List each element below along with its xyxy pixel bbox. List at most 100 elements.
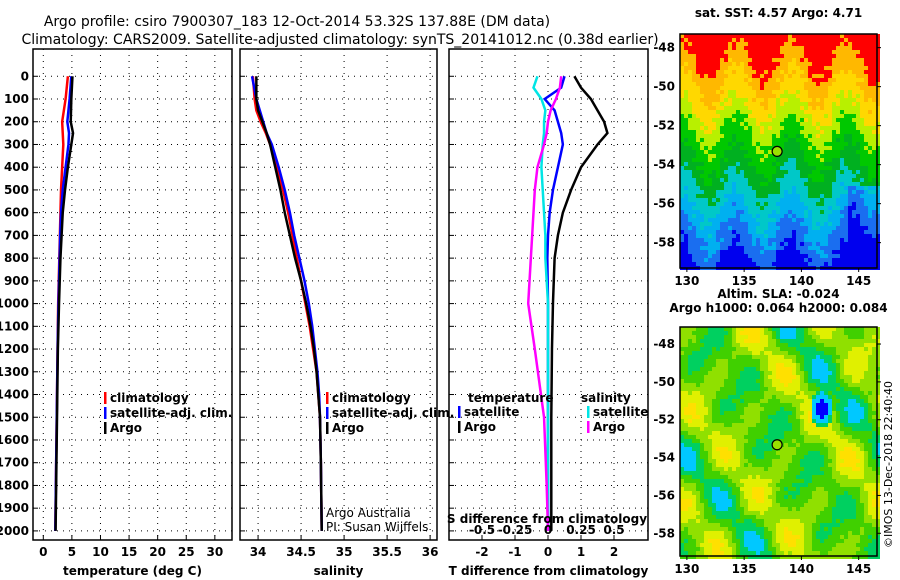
map-cell [688, 194, 692, 198]
map-cell [708, 347, 712, 351]
map-cell [840, 242, 844, 246]
map-cell [764, 415, 768, 419]
map-cell [684, 222, 688, 226]
map-cell [784, 46, 788, 50]
map-cell [696, 383, 700, 387]
map-cell [696, 34, 700, 38]
map-cell [852, 194, 856, 198]
map-cell [836, 134, 840, 138]
map-cell [696, 210, 700, 214]
map-cell [756, 158, 760, 162]
map-cell [800, 222, 804, 226]
map-cell [872, 94, 876, 98]
map-cell [708, 363, 712, 367]
map-cell [712, 262, 716, 266]
map-cell [804, 122, 808, 126]
map-cell [796, 419, 800, 423]
map-cell [860, 234, 864, 238]
map-cell [848, 206, 852, 210]
map-cell [812, 198, 816, 202]
map-cell [704, 98, 708, 102]
map-cell [840, 238, 844, 242]
map-cell [736, 234, 740, 238]
map-cell [760, 234, 764, 238]
map-cell [856, 94, 860, 98]
map-cell [832, 150, 836, 154]
map-cell [736, 94, 740, 98]
map-cell [696, 242, 700, 246]
map-cell [868, 371, 872, 375]
map-cell [860, 431, 864, 435]
map-cell [852, 70, 856, 74]
map-cell [792, 138, 796, 142]
map-cell [748, 411, 752, 415]
map-cell [684, 351, 688, 355]
map-cell [764, 459, 768, 463]
map-cell [868, 230, 872, 234]
map-cell [708, 78, 712, 82]
map-cell [700, 403, 704, 407]
map-cell [824, 146, 828, 150]
x-tick-label: 5 [68, 545, 76, 559]
map-cell [748, 154, 752, 158]
series-line-argo [54, 76, 75, 531]
map-cell [784, 70, 788, 74]
map-cell [768, 162, 772, 166]
map-cell [744, 343, 748, 347]
map-cell [716, 190, 720, 194]
map-cell [696, 262, 700, 266]
map-cell [748, 230, 752, 234]
map-cell [740, 102, 744, 106]
map-cell [852, 327, 856, 331]
map-cell [752, 142, 756, 146]
map-cell [752, 262, 756, 266]
map-cell [868, 383, 872, 387]
map-cell [832, 250, 836, 254]
map-cell [848, 355, 852, 359]
map-cell [860, 246, 864, 250]
map-cell [828, 463, 832, 467]
map-cell [696, 238, 700, 242]
map-cell [760, 134, 764, 138]
map-cell [720, 162, 724, 166]
map-cell [680, 94, 684, 98]
map-cell [832, 359, 836, 363]
map-cell [704, 343, 708, 347]
map-cell [776, 459, 780, 463]
map-cell [844, 339, 848, 343]
map-cell [688, 118, 692, 122]
map-cell [716, 375, 720, 379]
map-cell [768, 110, 772, 114]
map-cell [832, 383, 836, 387]
map-cell [860, 423, 864, 427]
map-cell [848, 343, 852, 347]
map-cell [844, 162, 848, 166]
map-cell [808, 339, 812, 343]
map-cell [864, 50, 868, 54]
map-cell [796, 443, 800, 447]
map-cell [828, 110, 832, 114]
map-cell [784, 455, 788, 459]
map-cell [768, 202, 772, 206]
map-cell [712, 118, 716, 122]
map-cell [808, 198, 812, 202]
map-cell [768, 407, 772, 411]
map-cell [840, 367, 844, 371]
map-cell [808, 258, 812, 262]
map-cell [868, 174, 872, 178]
map-cell [680, 70, 684, 74]
map-cell [768, 359, 772, 363]
map-cell [772, 423, 776, 427]
map-cell [728, 206, 732, 210]
map-cell [828, 90, 832, 94]
map-cell [784, 411, 788, 415]
map-cell [772, 391, 776, 395]
map-cell [720, 238, 724, 242]
map-cell [872, 38, 876, 42]
map-cell [712, 214, 716, 218]
map-cell [736, 158, 740, 162]
map-cell [840, 399, 844, 403]
map-cell [680, 182, 684, 186]
map-cell [784, 463, 788, 467]
map-cell [876, 74, 880, 78]
